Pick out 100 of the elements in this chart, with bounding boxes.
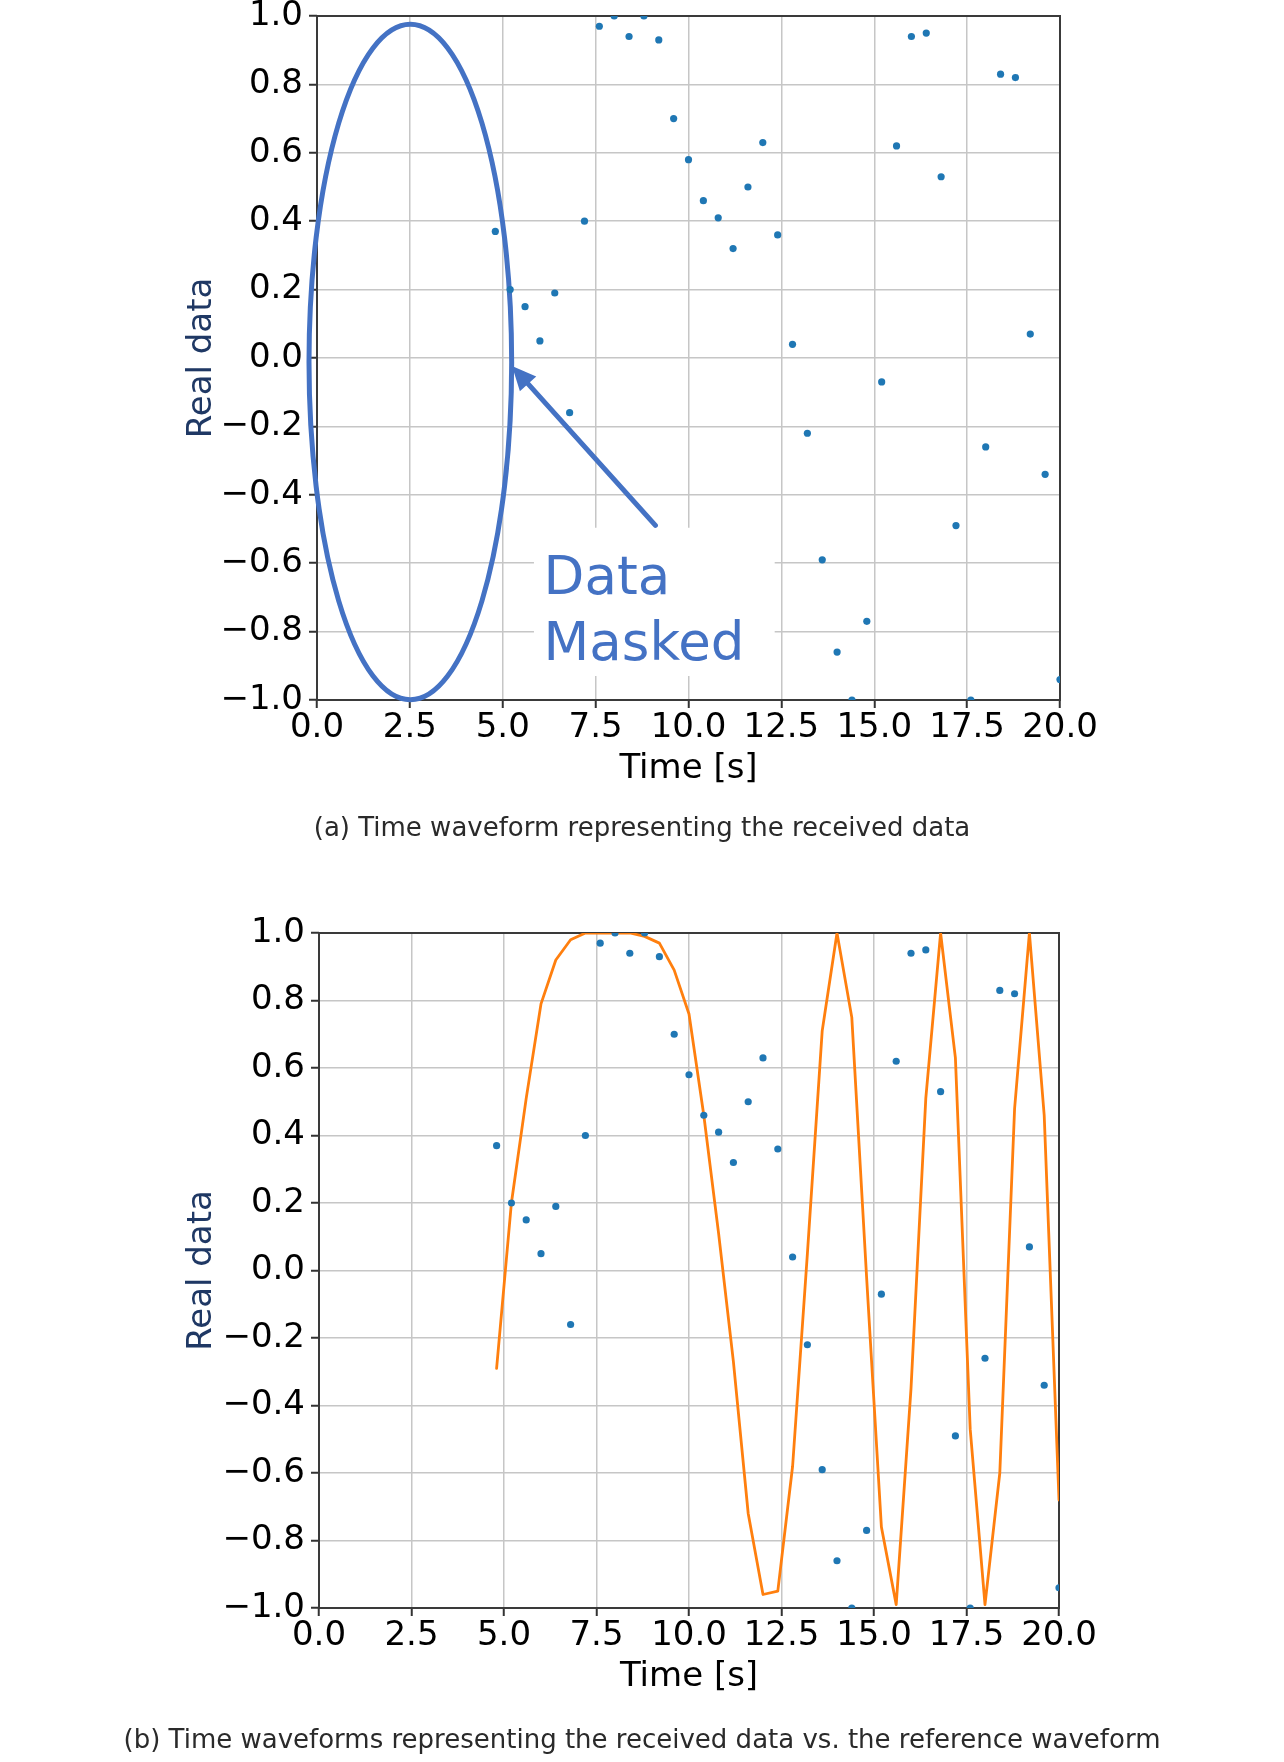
point — [863, 1526, 871, 1534]
text: (a) Time waveform representing the received data — [313, 811, 971, 842]
y-axis-title: Real data — [179, 277, 220, 439]
x-tick-label: 7.5 — [569, 1613, 624, 1654]
point — [655, 953, 663, 961]
point — [684, 156, 693, 164]
y-tick-label: 1.0 — [250, 909, 305, 950]
point — [803, 1341, 811, 1349]
point — [952, 521, 960, 530]
point — [506, 286, 514, 294]
y-tick-label: 0.8 — [250, 977, 305, 1018]
point — [566, 409, 574, 417]
point — [907, 949, 915, 957]
point — [803, 429, 811, 437]
y-tick-label: −0.8 — [220, 608, 303, 649]
point — [981, 1354, 989, 1362]
point — [892, 142, 901, 150]
point — [1025, 1243, 1033, 1251]
x-tick-label: 10.0 — [651, 1613, 727, 1654]
point — [996, 70, 1005, 78]
point — [1040, 1381, 1048, 1389]
y-tick-label: 0.4 — [250, 1112, 305, 1153]
point — [729, 1158, 737, 1167]
y-tick-label: 0.0 — [250, 1247, 305, 1288]
point — [700, 1111, 708, 1119]
point — [581, 1131, 589, 1140]
point — [818, 1466, 826, 1474]
y-tick-label: −0.4 — [220, 471, 303, 512]
point — [655, 36, 663, 44]
y-tick-label: 1.0 — [248, 0, 303, 33]
point — [759, 138, 767, 147]
point — [789, 1253, 797, 1261]
y-tick-label: −0.8 — [222, 1517, 305, 1558]
point — [922, 946, 930, 954]
x-tick-label: 7.5 — [568, 705, 623, 746]
y-tick-label: −0.6 — [220, 540, 303, 581]
point — [892, 1057, 900, 1065]
point — [551, 289, 559, 297]
y-tick-label: 0.6 — [248, 129, 303, 170]
point — [580, 217, 589, 225]
x-tick-label: 17.5 — [928, 1613, 1005, 1654]
y-tick-label: −0.2 — [220, 403, 303, 444]
point — [595, 22, 603, 30]
point — [922, 29, 930, 37]
x-tick-label: 17.5 — [929, 705, 1005, 746]
x-axis-title: Time [s] — [618, 1654, 759, 1695]
point — [685, 1071, 693, 1079]
point — [774, 1145, 782, 1153]
point — [521, 303, 529, 311]
point — [1041, 470, 1049, 478]
point — [537, 1250, 545, 1258]
point — [507, 1199, 515, 1207]
y-tick-label: −0.2 — [222, 1314, 305, 1355]
point — [774, 231, 782, 239]
point — [567, 1320, 575, 1329]
y-tick-label: 0.8 — [248, 61, 303, 102]
x-tick-label: 10.0 — [650, 705, 727, 746]
x-tick-label: 12.5 — [743, 1613, 820, 1654]
point — [818, 556, 826, 564]
point — [759, 1054, 767, 1062]
annotation: Data Masked — [543, 544, 745, 672]
x-tick-label: 5.0 — [475, 705, 530, 746]
point — [878, 378, 886, 386]
point — [493, 1142, 501, 1150]
x-tick-label: 15.0 — [836, 1613, 912, 1654]
point — [863, 617, 871, 625]
x-tick-label: 5.0 — [476, 1613, 532, 1654]
point — [744, 1098, 752, 1106]
point — [937, 173, 945, 181]
y-tick-label: 0.0 — [248, 334, 303, 375]
point — [729, 244, 737, 253]
x-tick-label: 20.0 — [1021, 1613, 1097, 1654]
x-tick-label: 20.0 — [1022, 705, 1098, 746]
y-tick-label: 0.6 — [250, 1044, 305, 1085]
point — [982, 443, 990, 451]
y-axis-title: Real data — [179, 1190, 220, 1351]
point — [1026, 330, 1034, 338]
point — [625, 32, 633, 41]
y-tick-label: −0.4 — [222, 1382, 305, 1423]
point — [714, 214, 722, 222]
point — [1011, 73, 1020, 82]
point — [951, 1432, 959, 1440]
x-tick-label: 2.5 — [382, 705, 437, 746]
text: (b) Time waveforms representing the received data vs. the reference waveform — [123, 1723, 1161, 1754]
y-tick-label: −0.6 — [222, 1449, 305, 1490]
point — [744, 183, 752, 191]
point — [596, 939, 604, 947]
point — [877, 1290, 885, 1298]
x-axis-title: Time [s] — [618, 746, 758, 787]
point — [833, 1557, 841, 1565]
point — [937, 1088, 945, 1096]
y-tick-label: 0.4 — [248, 198, 303, 239]
x-tick-label: 2.5 — [384, 1613, 439, 1654]
y-tick-label: 0.2 — [248, 266, 303, 307]
point — [670, 1030, 678, 1038]
point — [522, 1216, 530, 1224]
point — [715, 1128, 723, 1136]
point — [833, 648, 841, 656]
x-tick-label: 15.0 — [836, 705, 913, 746]
point — [788, 340, 797, 348]
